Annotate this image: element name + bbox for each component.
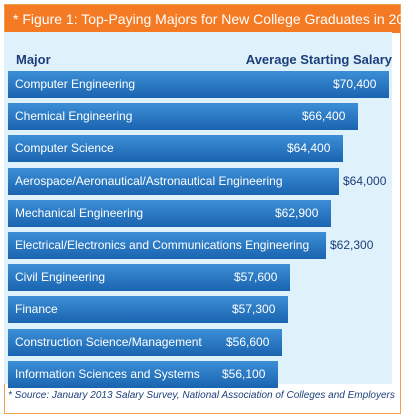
bar-value-label: $56,100 (222, 367, 266, 381)
bar (8, 361, 278, 388)
bar-category-label: Computer Engineering (15, 77, 136, 91)
bar-category-label: Construction Science/Management (15, 335, 202, 349)
bar-category-label: Computer Science (15, 141, 114, 155)
bar (8, 168, 339, 195)
bar-value-label: $70,400 (333, 77, 377, 91)
bar-value-label: $64,400 (287, 141, 331, 155)
bar-category-label: Aerospace/Aeronautical/Astronautical Eng… (15, 174, 283, 188)
bar-value-label: $56,600 (226, 335, 270, 349)
bar-value-label: $66,400 (302, 109, 346, 123)
bar (8, 329, 282, 356)
bar-value-label: $57,600 (234, 270, 278, 284)
bar-category-label: Civil Engineering (15, 270, 106, 284)
bar-category-label: Information Sciences and Systems (15, 367, 200, 381)
bar-value-label: $57,300 (232, 302, 276, 316)
bar (8, 264, 290, 291)
bar (8, 296, 288, 323)
salary-column-header: Average Starting Salary (245, 52, 392, 67)
bar-category-label: Chemical Engineering (15, 109, 133, 123)
bar (8, 232, 326, 259)
bar (8, 200, 331, 227)
bar-value-label: $62,900 (275, 206, 319, 220)
bar-value-label: $64,000 (343, 174, 387, 188)
bar (8, 135, 343, 162)
figure-title: * Figure 1: Top-Paying Majors for New Co… (5, 5, 406, 33)
bar-value-label: $62,300 (330, 238, 374, 252)
bar (8, 71, 389, 98)
source-note: * Source: January 2013 Salary Survey, Na… (8, 390, 395, 401)
bar-category-label: Finance (15, 302, 58, 316)
bar-category-label: Mechanical Engineering (15, 206, 144, 220)
bar-category-label: Electrical/Electronics and Communication… (15, 238, 310, 252)
bar (8, 103, 358, 130)
major-column-header: Major (16, 52, 51, 67)
